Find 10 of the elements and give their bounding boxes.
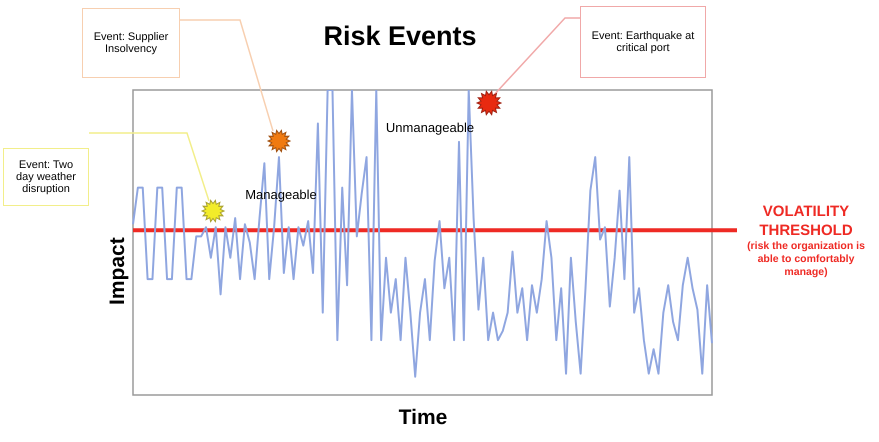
y-axis-title: Impact <box>104 236 130 307</box>
text: Event: Supplier Insolvency <box>82 8 180 78</box>
text: Event: Two day weather disruption <box>3 148 89 206</box>
chart-title: Risk Events <box>322 20 478 53</box>
annotation: Unmanageable <box>384 120 476 136</box>
ref-line-label: VOLATILITY THRESHOLD <box>758 203 854 240</box>
x-axis-title: Time <box>398 405 448 431</box>
text: (risk the organization is able to comfortably manage) <box>746 240 866 280</box>
annotation: Manageable <box>244 187 318 204</box>
text: Event: Earthquake at critical port <box>580 6 706 78</box>
